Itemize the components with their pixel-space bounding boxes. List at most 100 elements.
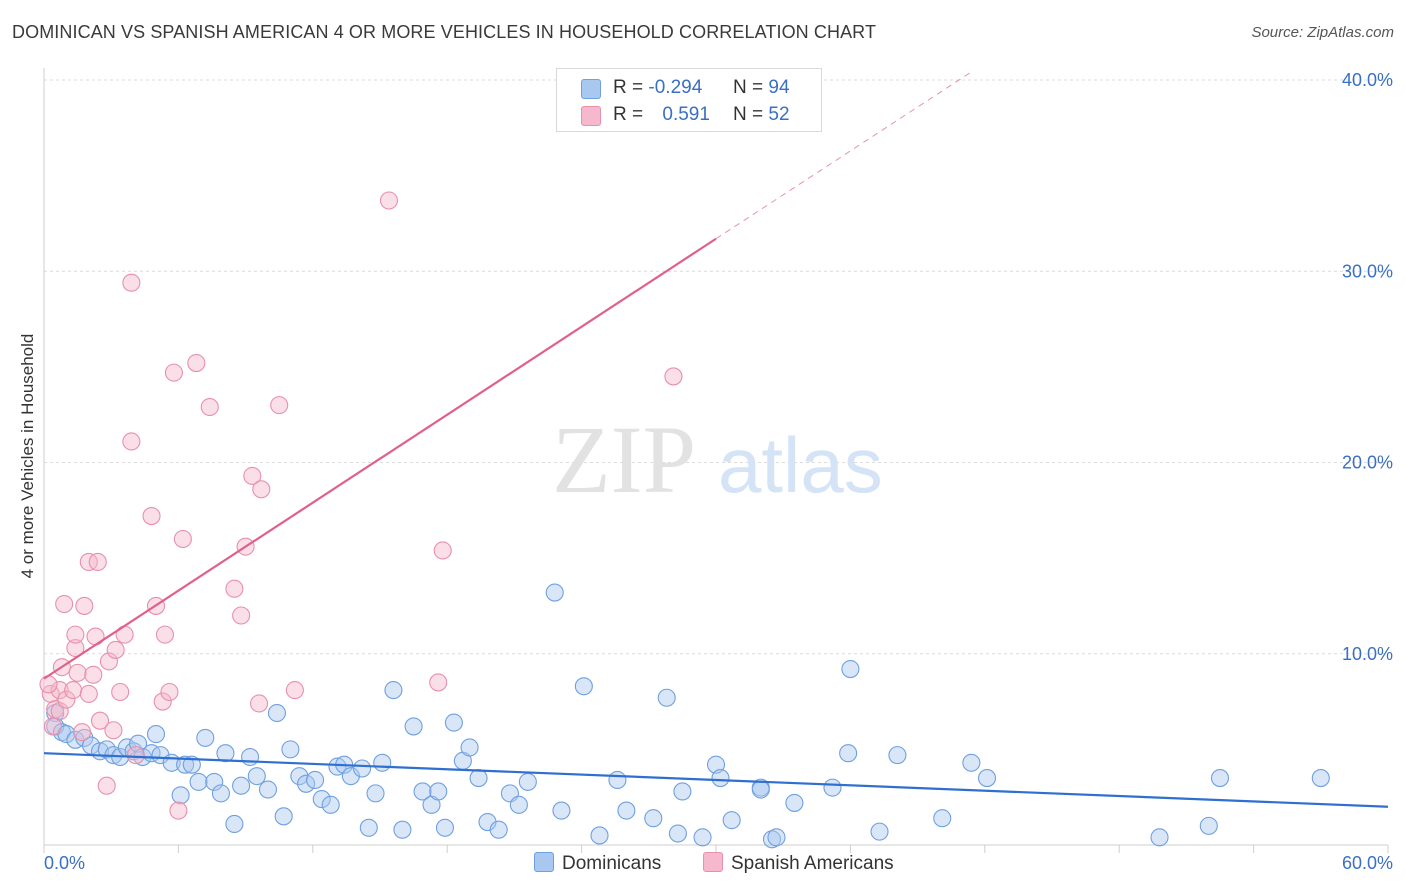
correlation-legend: R = -0.294 N = 94 R = 0.591 N = 52 [556,68,822,132]
data-point [73,723,92,742]
data-point [977,769,997,788]
data-point [359,818,378,837]
data-point [469,769,488,788]
x-tick-label: 60.0% [1342,853,1393,873]
data-point [122,273,141,292]
data-point [126,746,145,765]
series-spanish-americans [39,191,683,820]
data-point [644,809,663,828]
y-tick-label: 10.0% [1342,644,1393,664]
legend-swatch-spanish-americans [581,106,601,126]
data-point [216,744,235,763]
data-point [297,774,316,793]
trend-line-dominicans [43,752,1389,808]
data-point [39,675,58,694]
data-point [353,759,372,778]
data-point [460,738,479,757]
data-point [1210,769,1230,788]
data-point [171,786,190,805]
watermark-atlas: atlas [718,421,883,509]
data-point [164,363,183,382]
legend-r-label: R = [613,104,644,125]
data-point [413,782,432,801]
data-point [429,782,448,801]
data-point [518,772,537,791]
data-point [270,396,289,415]
data-point [693,828,712,847]
bottom-legend-swatch-dominicans [534,852,554,872]
data-point [173,529,192,549]
data-point [657,688,676,707]
x-tick-label: 0.0% [44,853,85,873]
data-point [43,717,63,736]
data-point [839,744,858,763]
data-point [97,776,116,795]
data-point [64,681,83,700]
data-point [608,770,627,790]
data-point [79,684,98,703]
axes [43,68,1389,853]
data-point [664,367,683,386]
data-point [393,820,412,839]
data-point [75,596,94,615]
legend-n-label: N = [733,77,764,98]
data-point [751,780,770,799]
bottom-legend-label: Spanish Americans [731,853,894,874]
data-point [99,652,119,671]
data-point [247,767,266,786]
legend-r: R = -0.294 [613,77,702,99]
data-point [706,755,726,774]
data-point [617,801,636,820]
data-point [1311,769,1330,788]
data-point [129,734,148,753]
data-point [232,776,251,795]
data-point [552,801,571,820]
data-point [200,397,219,417]
data-point [111,682,130,702]
data-point [189,772,208,791]
tick-labels: 10.0% 20.0% 30.0% 40.0% 0.0% 60.0% [44,70,1393,873]
data-point [50,681,69,700]
data-point [55,594,74,614]
data-point [888,746,907,765]
data-point [1150,828,1169,847]
data-point [366,784,385,803]
data-point [767,828,786,847]
trend-line-extension [715,70,974,240]
data-point [404,717,423,736]
data-point [182,755,201,774]
legend-r-label: R = [613,77,644,98]
data-point [225,814,244,834]
data-point [722,811,741,830]
data-point [50,702,69,721]
data-point [104,721,123,740]
data-point [232,606,251,625]
data-point [205,772,224,791]
bottom-legend-spanish-americans: Spanish Americans [703,852,894,875]
data-point [379,191,399,210]
data-point [160,682,179,702]
data-point [444,713,463,732]
data-point [962,753,981,772]
data-point [66,625,85,644]
data-point [243,466,262,485]
data-point [196,728,215,747]
data-point [489,820,508,839]
bottom-legend-label: Dominicans [562,853,662,874]
legend-r-value: 0.591 [662,104,710,125]
bottom-legend-dominicans: Dominicans [534,852,661,875]
data-point [328,757,347,776]
data-point [433,541,452,560]
data-point [267,703,287,723]
data-point [68,663,87,682]
data-point [106,640,125,659]
chart-title: DOMINICAN VS SPANISH AMERICAN 4 OR MORE … [12,22,877,42]
data-point [785,793,804,812]
data-point [841,659,860,679]
y-axis-label: 4 or more Vehicles in Household [18,333,37,579]
data-point [1199,816,1218,835]
data-point [509,795,528,814]
data-point [673,782,692,801]
data-point [574,677,593,696]
data-point [90,711,110,730]
